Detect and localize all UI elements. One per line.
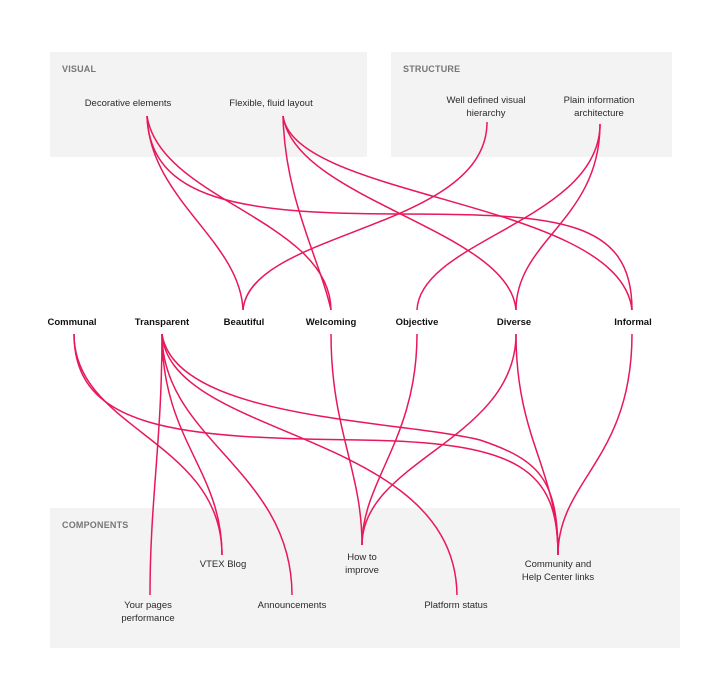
link-transparent-community bbox=[161, 333, 559, 556]
link-flexible-diverse bbox=[282, 115, 517, 311]
visual-panel-title: VISUAL bbox=[62, 64, 97, 74]
item-your-pages-performance: Your pages performance bbox=[121, 600, 175, 624]
item-well-defined-visual-hierarchy: Well defined visual hierarchy bbox=[446, 95, 526, 119]
value-informal: Informal bbox=[614, 317, 652, 328]
link-transparent-yourpages bbox=[149, 333, 163, 596]
item-community-help-center-links: Community and Help Center links bbox=[521, 559, 595, 583]
item-decorative-elements: Decorative elements bbox=[84, 98, 172, 109]
link-transparent-platform bbox=[161, 333, 458, 596]
link-flexible-welcoming bbox=[282, 115, 332, 311]
link-transparent-vtexblog bbox=[161, 333, 223, 556]
link-objective-howto bbox=[361, 333, 418, 546]
link-flexible-informal bbox=[282, 115, 633, 311]
item-announcements: Announcements bbox=[257, 600, 327, 611]
link-transparent-announcements bbox=[161, 333, 293, 596]
link-hierarchy-beautiful bbox=[242, 121, 488, 311]
item-how-to-improve: How to improve bbox=[345, 552, 379, 576]
link-architecture-diverse bbox=[515, 123, 601, 311]
components-panel-title: COMPONENTS bbox=[62, 520, 129, 530]
link-informal-community bbox=[557, 333, 633, 556]
link-diverse-community bbox=[515, 333, 559, 556]
value-objective: Objective bbox=[395, 317, 439, 328]
components-panel: COMPONENTS bbox=[50, 508, 680, 648]
link-welcoming-howto bbox=[330, 333, 363, 546]
value-diverse: Diverse bbox=[496, 317, 532, 328]
item-flexible-fluid-layout: Flexible, fluid layout bbox=[229, 98, 313, 109]
item-plain-information-architecture: Plain information architecture bbox=[563, 95, 635, 119]
value-transparent: Transparent bbox=[134, 317, 190, 328]
item-platform-status: Platform status bbox=[424, 600, 488, 611]
structure-panel-title: STRUCTURE bbox=[403, 64, 461, 74]
structure-panel: STRUCTURE bbox=[391, 52, 672, 157]
link-decorative-beautiful bbox=[146, 115, 244, 311]
link-architecture-objective bbox=[416, 123, 601, 311]
value-beautiful: Beautiful bbox=[223, 317, 265, 328]
value-welcoming: Welcoming bbox=[305, 317, 357, 328]
link-communal-community bbox=[73, 333, 559, 556]
item-vtex-blog: VTEX Blog bbox=[199, 559, 247, 570]
link-diverse-howto bbox=[361, 333, 517, 546]
link-communal-vtexblog bbox=[73, 333, 223, 556]
value-communal: Communal bbox=[47, 317, 97, 328]
link-decorative-informal bbox=[146, 115, 633, 311]
visual-panel: VISUAL bbox=[50, 52, 367, 157]
